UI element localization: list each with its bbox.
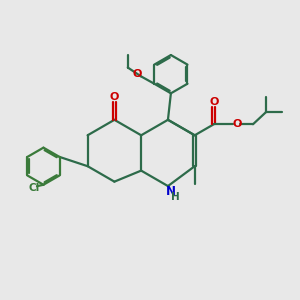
Text: O: O <box>133 69 142 79</box>
Text: O: O <box>110 92 119 102</box>
Text: H: H <box>171 192 180 202</box>
Text: O: O <box>209 97 218 107</box>
Text: O: O <box>232 119 242 129</box>
Text: Cl: Cl <box>29 183 40 193</box>
Text: N: N <box>166 185 176 198</box>
